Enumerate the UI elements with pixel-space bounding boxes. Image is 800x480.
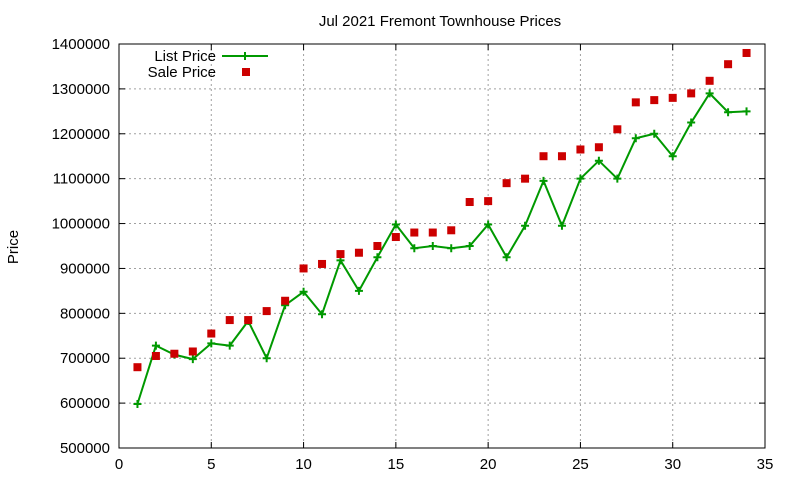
list-price-point bbox=[576, 174, 585, 183]
y-tick-label: 1200000 bbox=[52, 126, 110, 143]
sale-price-point bbox=[650, 96, 659, 105]
list-price-point bbox=[225, 341, 234, 350]
legend-swatch-cross bbox=[241, 52, 249, 60]
list-price-point bbox=[594, 156, 603, 165]
x-tick-label: 0 bbox=[115, 456, 123, 473]
list-price-point bbox=[207, 339, 216, 348]
list-price-point bbox=[465, 242, 474, 250]
sale-price-point bbox=[262, 307, 271, 316]
sale-price-point bbox=[484, 197, 493, 206]
list-price-point bbox=[502, 253, 511, 262]
sale-price-point bbox=[613, 125, 622, 134]
y-tick-label: 700000 bbox=[60, 350, 110, 367]
list-price-point bbox=[484, 220, 493, 229]
list-price-point bbox=[151, 341, 160, 350]
list-price-point bbox=[631, 134, 640, 143]
x-tick-label: 30 bbox=[664, 456, 681, 473]
list-price-point bbox=[447, 244, 456, 253]
sale-price-point bbox=[521, 174, 530, 183]
series-list-price bbox=[133, 89, 751, 409]
list-price-point bbox=[262, 354, 271, 363]
legend-label: List Price bbox=[154, 48, 216, 65]
list-price-point bbox=[318, 310, 327, 319]
list-price-point bbox=[613, 174, 622, 183]
y-tick-label: 1100000 bbox=[53, 171, 110, 188]
sale-price-point bbox=[244, 316, 253, 325]
list-price-point bbox=[299, 287, 308, 296]
list-price-point bbox=[521, 221, 530, 230]
sale-price-point bbox=[151, 351, 160, 360]
sale-price-point bbox=[502, 179, 511, 188]
sale-price-point bbox=[225, 316, 234, 325]
list-price-point bbox=[539, 176, 548, 185]
series-layer bbox=[133, 48, 751, 409]
sale-price-point bbox=[299, 264, 308, 273]
list-price-point bbox=[373, 253, 382, 262]
x-tick-label: 5 bbox=[207, 456, 215, 473]
list-price-point bbox=[668, 152, 677, 161]
y-axis-label: Price bbox=[5, 230, 22, 264]
sale-price-point bbox=[447, 226, 456, 235]
sale-price-point bbox=[318, 259, 327, 268]
y-tick-label: 900000 bbox=[60, 260, 110, 277]
y-tick-label: 600000 bbox=[60, 395, 110, 412]
legend-label: Sale Price bbox=[148, 64, 216, 81]
list-price-point bbox=[687, 118, 696, 127]
sale-price-point bbox=[207, 329, 216, 338]
sale-price-point bbox=[687, 89, 696, 98]
sale-price-point bbox=[188, 347, 197, 356]
list-price-point bbox=[705, 89, 714, 98]
sale-price-point bbox=[668, 93, 677, 102]
list-price-point bbox=[724, 108, 733, 117]
sale-price-point bbox=[539, 152, 548, 161]
list-price-point bbox=[133, 400, 142, 409]
y-tick-label: 1400000 bbox=[52, 36, 110, 53]
y-tick-label: 800000 bbox=[60, 305, 110, 322]
sale-price-point bbox=[594, 143, 603, 152]
sale-price-point bbox=[354, 248, 363, 257]
sale-price-point bbox=[465, 198, 474, 207]
y-tick-label: 1300000 bbox=[52, 81, 110, 98]
list-price-point bbox=[410, 244, 419, 253]
list-price-point bbox=[557, 221, 566, 230]
series-sale-price bbox=[133, 48, 751, 372]
sale-price-point bbox=[742, 48, 751, 57]
x-tick-label: 10 bbox=[295, 456, 312, 473]
y-tick-label: 1000000 bbox=[52, 216, 110, 233]
sale-price-point bbox=[724, 60, 733, 69]
list-price-point bbox=[188, 355, 197, 364]
list-price-point bbox=[428, 242, 437, 250]
x-tick-label: 25 bbox=[572, 456, 589, 473]
list-price-point bbox=[391, 220, 400, 229]
sale-price-point bbox=[133, 363, 142, 372]
sale-price-point bbox=[428, 228, 437, 237]
sale-price-point bbox=[631, 98, 640, 107]
sale-price-point bbox=[391, 233, 400, 242]
sale-price-point bbox=[373, 242, 382, 250]
sale-price-point bbox=[705, 76, 714, 85]
list-price-line bbox=[136, 91, 747, 405]
x-tick-label: 15 bbox=[388, 456, 405, 473]
grid bbox=[119, 44, 765, 448]
plot-frame bbox=[118, 43, 766, 449]
sale-price-point bbox=[281, 296, 290, 305]
list-price-point bbox=[354, 286, 363, 295]
sale-price-point bbox=[557, 152, 566, 161]
list-price-point bbox=[742, 107, 751, 116]
sale-price-point bbox=[410, 228, 419, 237]
chart-title: Jul 2021 Fremont Townhouse Prices bbox=[319, 13, 561, 30]
y-tick-label: 500000 bbox=[60, 440, 110, 457]
x-tick-label: 35 bbox=[757, 456, 774, 473]
sale-price-point bbox=[336, 250, 345, 259]
list-price-point bbox=[650, 129, 659, 138]
sale-price-point bbox=[170, 349, 179, 358]
sale-price-point bbox=[576, 145, 585, 154]
legend-swatch-square bbox=[242, 68, 250, 76]
axis-ticks: 0 5 10 15 20 25 30 35 500000 600000 700000 800000 90… bbox=[52, 36, 774, 473]
x-tick-label: 20 bbox=[480, 456, 497, 473]
